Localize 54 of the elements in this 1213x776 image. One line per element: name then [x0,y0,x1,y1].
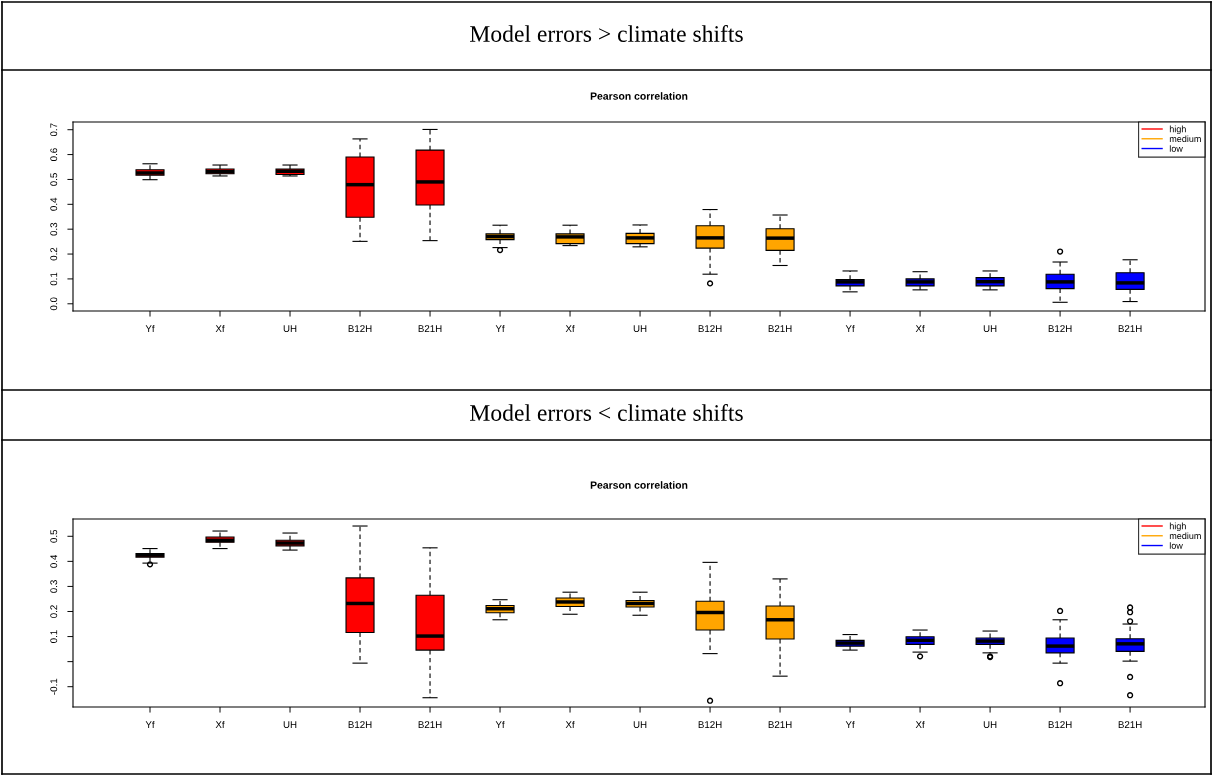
x-tick-label: B21H [768,325,792,332]
legend-label: high [1169,125,1186,135]
y-tick-label: 0.1 [50,630,58,643]
legend-label: low [1169,145,1183,152]
x-tick-label: B12H [348,721,372,728]
x-tick-label: B21H [418,325,442,332]
x-tick-label: UH [633,721,647,729]
y-tick-label: 0.1 [50,272,58,286]
x-tick-label: Xf [215,720,225,728]
y-tick-label: 0.3 [50,580,58,593]
y-tick-label: 0.5 [50,529,58,543]
x-tick-label: UH [983,325,997,333]
chart-title: Model errors < climate shifts [470,404,743,421]
x-tick-label: B12H [698,721,722,728]
x-tick-label: B21H [768,721,792,728]
chart-subtitle: Pearson correlation [590,481,688,489]
x-tick-label: Xf [915,720,925,728]
y-tick-label: 0.5 [50,173,58,186]
x-tick-label: UH [633,325,647,333]
x-tick-label: Xf [915,324,925,332]
chart-title: Model errors > climate shifts [470,25,743,42]
x-tick-label: Yf [845,720,855,728]
y-tick-label: 0.4 [50,554,58,568]
x-tick-label: UH [983,721,997,729]
x-tick-label: Xf [215,324,225,332]
chart-subtitle: Pearson correlation [590,92,688,100]
x-tick-label: UH [283,721,297,729]
x-tick-label: UH [283,325,297,333]
x-tick-label: Xf [565,324,575,332]
x-tick-label: Yf [145,324,155,332]
x-tick-label: B12H [698,325,722,332]
legend-label: medium [1169,532,1201,540]
y-tick-label: 0.4 [50,197,58,211]
x-tick-label: B21H [1118,325,1142,332]
y-tick-label: 0.7 [50,123,58,137]
y-tick-label: 0.6 [50,148,58,161]
y-tick-label: 0.2 [50,605,58,618]
legend-label: high [1169,522,1186,532]
x-tick-label: B12H [348,325,372,332]
x-tick-label: Xf [565,720,575,728]
y-tick-label: -0.1 [50,678,58,695]
x-tick-label: Yf [495,720,505,728]
y-tick-label: 0.3 [50,222,58,236]
x-tick-label: B12H [1048,721,1072,728]
legend-label: low [1169,542,1183,549]
x-tick-label: B21H [1118,721,1142,728]
y-tick-label: 0.2 [50,247,58,261]
x-tick-label: B12H [1048,325,1072,332]
y-tick-label: 0.0 [50,297,58,311]
x-tick-label: Yf [845,324,855,332]
legend-label: medium [1169,135,1201,143]
x-tick-label: B21H [418,721,442,728]
x-tick-label: Yf [145,720,155,728]
x-tick-label: Yf [495,324,505,332]
